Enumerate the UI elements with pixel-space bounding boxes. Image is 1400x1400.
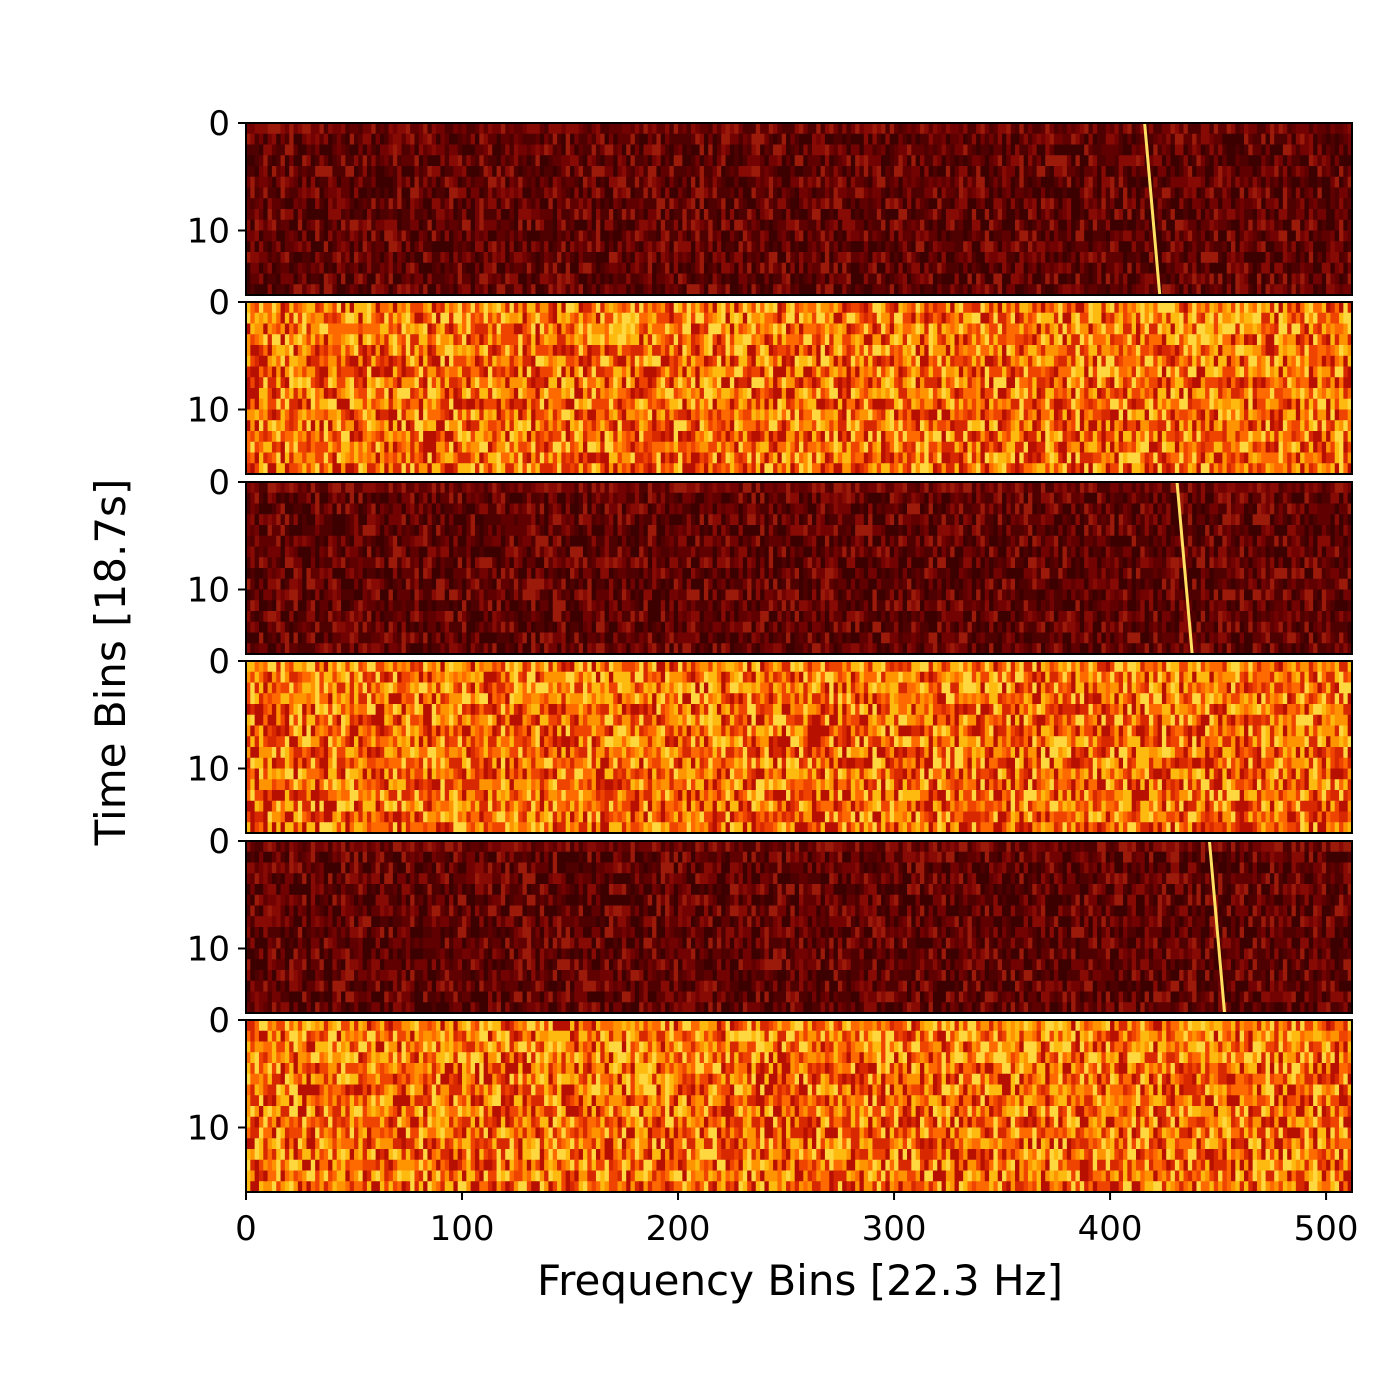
x-tick-label: 500: [1294, 1209, 1359, 1249]
drifting-signal-track: [1175, 481, 1194, 655]
x-tick-label: 400: [1078, 1209, 1143, 1249]
x-tick-label: 0: [235, 1209, 257, 1249]
y-tick-label: 10: [187, 391, 230, 431]
y-tick-label: 0: [208, 463, 230, 503]
x-tick-label: 200: [646, 1209, 711, 1249]
spectrogram-panel: [245, 840, 1353, 1014]
x-tick-label: 100: [430, 1209, 495, 1249]
spectrogram-panels: [245, 122, 1353, 1193]
y-axis-label: Time Bins [18.7s]: [86, 479, 135, 847]
spectrogram-panel: [245, 122, 1353, 296]
panel-frame: [245, 301, 1353, 475]
panel-frame: [245, 1019, 1353, 1193]
drifting-signal-track: [1143, 122, 1162, 296]
drifting-signal-track: [1207, 840, 1227, 1014]
y-tick-label: 10: [187, 750, 230, 790]
x-axis-label: Frequency Bins [22.3 Hz]: [537, 1256, 1063, 1305]
x-tick-label: 300: [862, 1209, 927, 1249]
y-tick-label: 10: [187, 212, 230, 252]
y-tick-label: 0: [208, 822, 230, 862]
y-tick-label: 10: [187, 930, 230, 970]
y-tick-label: 0: [208, 1001, 230, 1041]
panel-frame: [245, 840, 1353, 1014]
panel-frame: [245, 481, 1353, 655]
spectrogram-panel: [245, 1019, 1353, 1193]
panel-frame: [245, 660, 1353, 834]
y-tick-label: 0: [208, 283, 230, 323]
y-tick-label: 0: [208, 104, 230, 144]
y-tick-label: 10: [187, 1109, 230, 1149]
spectrogram-panel: [245, 481, 1353, 655]
panel-frame: [245, 122, 1353, 296]
spectrogram-panel: [245, 660, 1353, 834]
spectrogram-panel: [245, 301, 1353, 475]
y-tick-label: 0: [208, 642, 230, 682]
y-tick-label: 10: [187, 571, 230, 611]
